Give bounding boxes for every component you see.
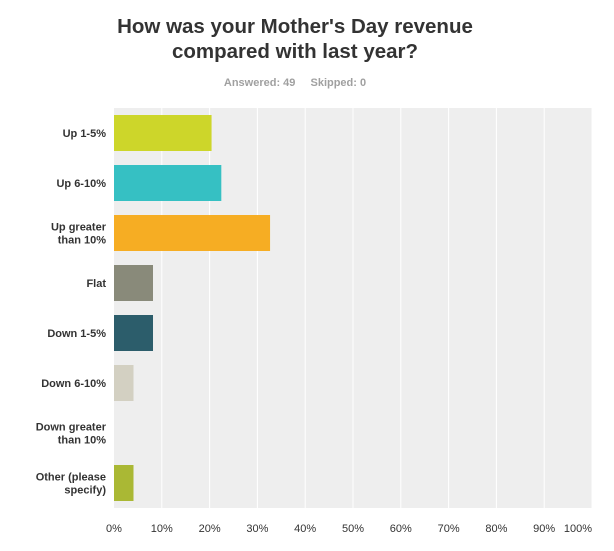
bar xyxy=(114,465,134,501)
chart-title: How was your Mother's Day revenue compar… xyxy=(0,14,590,64)
x-tick-label: 70% xyxy=(438,523,460,535)
category-label-line: Other (please xyxy=(36,472,106,484)
x-tick-label: 40% xyxy=(294,523,316,535)
bar xyxy=(114,115,212,151)
category-label: Up 1-5% xyxy=(63,128,107,140)
bar xyxy=(114,315,154,351)
category-label: Down 1-5% xyxy=(47,328,106,340)
category-label-line: Up 6-10% xyxy=(56,178,106,190)
category-label-line: than 10% xyxy=(58,435,107,447)
x-tick-label: 30% xyxy=(246,523,268,535)
bar xyxy=(114,165,222,201)
category-label-line: Flat xyxy=(86,278,106,290)
category-label-line: Up greater xyxy=(51,222,107,234)
x-tick-label: 0% xyxy=(106,523,122,535)
category-label-line: Down 6-10% xyxy=(41,378,106,390)
answered-count: Answered: 49 xyxy=(223,77,296,89)
x-tick-label: 10% xyxy=(151,523,173,535)
category-label-line: than 10% xyxy=(58,235,107,247)
bar xyxy=(114,215,271,251)
category-label-line: Down greater xyxy=(36,422,107,434)
category-label: Up 6-10% xyxy=(56,178,106,190)
category-label: Other (please specify) xyxy=(36,472,107,497)
x-tick-label: 90% xyxy=(533,523,555,535)
x-tick-label: 80% xyxy=(485,523,507,535)
response-stats: Answered: 49 Skipped: 0 xyxy=(0,77,590,89)
chart-title-line-1: How was your Mother's Day revenue xyxy=(117,15,473,38)
category-label-line: Down 1-5% xyxy=(47,328,106,340)
skipped-count: Skipped: 0 xyxy=(310,77,367,89)
category-label-line: Up 1-5% xyxy=(63,128,107,140)
x-tick-label: 100% xyxy=(564,523,592,535)
x-tick-label: 60% xyxy=(390,523,412,535)
category-label-line: specify) xyxy=(64,485,106,497)
category-label: Down greater than 10% xyxy=(36,422,107,447)
x-tick-label: 20% xyxy=(199,523,221,535)
chart-title-line-2: compared with last year? xyxy=(171,40,419,63)
bar xyxy=(114,265,154,301)
category-label: Down 6-10% xyxy=(41,378,106,390)
category-label: Flat xyxy=(86,278,106,290)
category-label: Up greater than 10% xyxy=(51,222,107,247)
bar xyxy=(114,365,134,401)
x-tick-label: 50% xyxy=(342,523,364,535)
